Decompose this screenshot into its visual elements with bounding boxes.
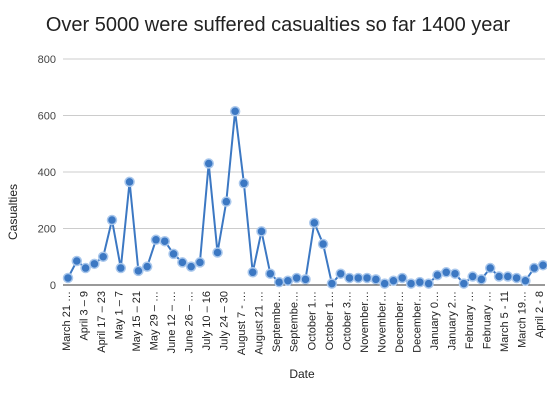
chart-title: Over 5000 were suffered casualties so fa…: [46, 14, 511, 36]
data-point: [247, 267, 258, 278]
data-point: [458, 278, 470, 289]
x-tick-label: May 15 – 21: [131, 291, 143, 352]
data-point: [97, 251, 109, 262]
data-point: [273, 276, 285, 288]
x-tick-label: November…: [359, 291, 371, 353]
data-point: [423, 278, 434, 289]
data-point: [150, 234, 162, 246]
data-point: [238, 178, 250, 189]
data-point: [467, 271, 478, 282]
x-tick-label: February …: [464, 291, 476, 349]
data-point: [502, 271, 514, 282]
x-tick-label: October 3…: [341, 291, 353, 350]
data-point: [194, 257, 206, 268]
y-axis-label: Casualties: [6, 184, 20, 240]
data-point: [212, 247, 223, 258]
data-point: [537, 259, 547, 271]
y-tick-label: 200: [38, 224, 56, 236]
x-tick-label: May 29 – …: [149, 291, 161, 350]
x-tick-label: June 26 – …: [184, 291, 196, 353]
x-tick-label: November…: [376, 291, 388, 353]
data-point: [133, 265, 144, 277]
data-point: [106, 214, 118, 226]
data-point: [511, 272, 522, 284]
data-point: [414, 276, 426, 288]
x-tick-label: Septembe…: [289, 291, 301, 352]
data-point: [265, 268, 276, 279]
x-tick-label: August 7 - …: [236, 291, 248, 355]
y-tick-label: 600: [38, 111, 56, 123]
data-point: [159, 235, 171, 247]
data-point: [300, 274, 311, 285]
data-point: [449, 268, 461, 279]
x-tick-label: February …: [481, 291, 493, 349]
x-tick-label: December…: [411, 291, 423, 353]
x-tick-label: March 5 - 11: [499, 291, 511, 352]
data-point: [256, 226, 267, 237]
data-point: [440, 267, 452, 278]
data-point: [361, 272, 373, 284]
data-point: [528, 262, 540, 274]
x-tick-label: July 10 – 16: [201, 291, 213, 350]
data-point: [282, 275, 294, 287]
data-point: [177, 257, 188, 268]
data-point: [80, 262, 91, 274]
x-tick-label: October 1…: [324, 291, 336, 350]
data-point: [71, 255, 83, 267]
x-tick-label: December…: [394, 291, 406, 353]
data-point: [115, 262, 127, 274]
data-point: [493, 271, 505, 282]
data-point: [405, 278, 417, 289]
data-point: [229, 106, 241, 117]
x-tick-label: January 2…: [446, 291, 458, 350]
x-tick-label: April 17 – 23: [96, 291, 108, 353]
x-tick-label: April 2 - 8: [534, 291, 546, 338]
data-point: [185, 261, 197, 272]
data-point: [317, 238, 329, 250]
x-tick-label: March 19…: [516, 291, 528, 348]
data-point: [221, 196, 232, 207]
data-point: [432, 269, 443, 281]
data-point: [397, 272, 408, 284]
y-tick-label: 800: [38, 54, 56, 66]
data-point: [520, 275, 531, 287]
data-point: [344, 272, 355, 284]
x-tick-label: March 21 …: [61, 291, 73, 351]
y-tick-label: 400: [38, 167, 56, 179]
series-line: [67, 110, 544, 285]
data-point: [141, 261, 153, 272]
data-point: [476, 274, 487, 285]
y-axis-ticks: 0 200 400 600 800: [38, 54, 56, 292]
x-tick-label: June 12 – …: [166, 291, 178, 353]
y-tick-label: 0: [50, 280, 56, 292]
data-point: [203, 158, 214, 169]
data-point: [388, 275, 399, 287]
x-tick-label: April 3 – 9: [79, 291, 91, 341]
x-axis-ticks: March 21 … April 3 – 9 April 17 – 23 May 1 …: [61, 291, 546, 355]
x-tick-label: August 21 …: [254, 291, 266, 355]
data-point: [62, 272, 74, 284]
data-point: [291, 272, 302, 284]
data-point: [379, 278, 390, 289]
x-tick-label: October 1…: [306, 291, 318, 350]
data-point: [124, 176, 135, 188]
x-tick-label: Septembe…: [271, 291, 283, 352]
x-tick-label: May 1 – 7: [114, 291, 126, 339]
gridlines: [63, 58, 545, 286]
data-point: [353, 272, 364, 284]
data-point: [89, 258, 100, 270]
data-point: [168, 248, 179, 260]
data-point: [335, 268, 346, 279]
x-tick-label: July 24 – 30: [219, 291, 231, 350]
data-point: [326, 278, 338, 289]
series-casualties: [62, 106, 547, 289]
x-tick-label: January 0…: [429, 291, 441, 350]
data-point: [309, 217, 320, 229]
data-point: [484, 262, 496, 274]
data-point: [370, 274, 382, 285]
x-axis-label: Date: [289, 367, 315, 381]
